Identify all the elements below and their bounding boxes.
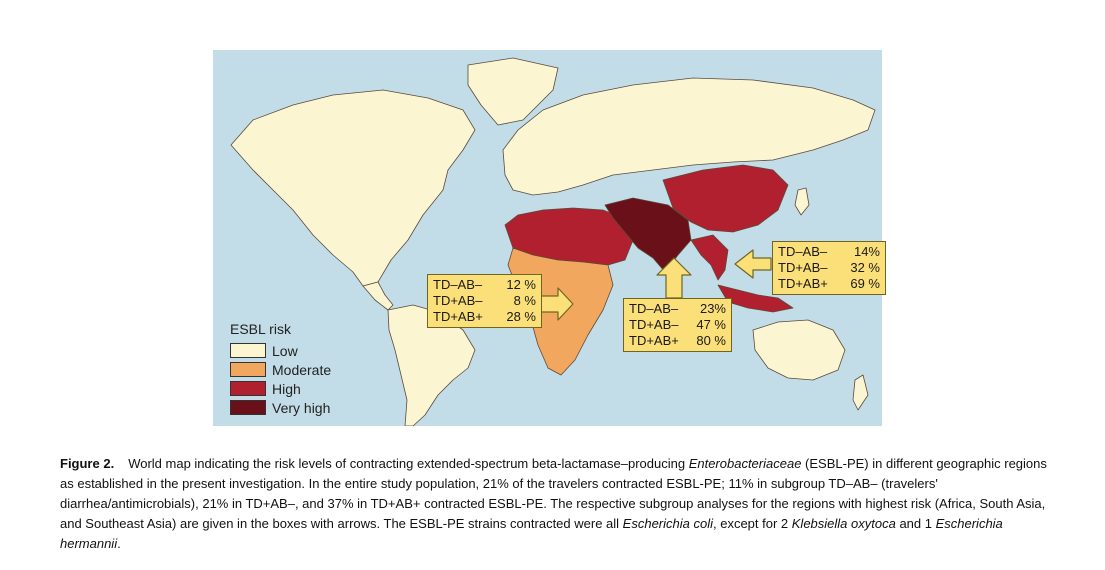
callout-row: TD+AB– 32 %	[778, 260, 880, 275]
caption-text: , except for 2	[713, 516, 792, 531]
region-greenland	[467, 57, 559, 126]
figure-caption: Figure 2. World map indicating the risk l…	[60, 454, 1060, 554]
region-east-asia	[662, 164, 789, 233]
legend-label: Moderate	[272, 361, 332, 378]
legend-item-moderate: Moderate	[230, 360, 331, 379]
callout-row: TD–AB– 12 %	[433, 277, 536, 292]
legend-swatch	[230, 343, 266, 358]
legend-swatch	[230, 381, 266, 396]
region-new-zealand	[852, 374, 869, 411]
callout-row: TD–AB– 14%	[778, 244, 880, 259]
legend-item-low: Low	[230, 341, 331, 360]
region-indonesia	[717, 284, 794, 313]
legend-title: ESBL risk	[230, 321, 291, 337]
legend-label: High	[272, 380, 301, 397]
region-southeast-asia	[690, 234, 729, 281]
south-asia-callout: TD–AB– 23% TD+AB– 47 % TD+AB+ 80 %	[623, 298, 732, 352]
africa-callout: TD–AB– 12 % TD+AB– 8 % TD+AB+ 28 %	[427, 274, 542, 328]
legend-label: Low	[272, 342, 298, 359]
region-central-america	[362, 281, 394, 311]
map-graphic	[230, 57, 876, 426]
legend-swatch	[230, 400, 266, 415]
callout-row: TD–AB– 23%	[629, 301, 726, 316]
region-japan	[794, 187, 810, 216]
region-north-america	[230, 89, 476, 287]
caption-text: .	[117, 536, 121, 551]
legend-item-very-high: Very high	[230, 398, 331, 417]
figure-label: Figure 2.	[60, 456, 115, 471]
legend-swatch	[230, 362, 266, 377]
legend-item-high: High	[230, 379, 331, 398]
caption-italic: Enterobacteriaceae	[688, 456, 802, 471]
callout-row: TD+AB+ 80 %	[629, 333, 726, 348]
region-australia	[752, 319, 846, 381]
map-legend: ESBL risk Low Moderate High Very high	[230, 321, 331, 417]
legend-label: Very high	[272, 399, 331, 416]
world-map	[213, 50, 882, 426]
southeast-asia-callout-arrow	[734, 249, 772, 279]
callout-row: TD+AB+ 69 %	[778, 276, 880, 291]
caption-text: World map indicating the risk levels of …	[128, 456, 689, 471]
caption-text: (ESBL-PE) in different geographic region…	[60, 456, 1047, 531]
caption-italic: Klebsiella oxytoca	[791, 516, 896, 531]
caption-italic: Escherichia coli	[622, 516, 713, 531]
callout-row: TD+AB+ 28 %	[433, 309, 536, 324]
caption-text: and 1	[895, 516, 936, 531]
caption-italic: Escherichia hermannii	[60, 516, 1003, 551]
callout-row: TD+AB– 8 %	[433, 293, 536, 308]
region-europe-russia	[502, 77, 876, 196]
callout-row: TD+AB– 47 %	[629, 317, 726, 332]
south-asia-callout-arrow	[656, 257, 692, 299]
southeast-asia-callout: TD–AB– 14% TD+AB– 32 % TD+AB+ 69 %	[772, 241, 886, 295]
